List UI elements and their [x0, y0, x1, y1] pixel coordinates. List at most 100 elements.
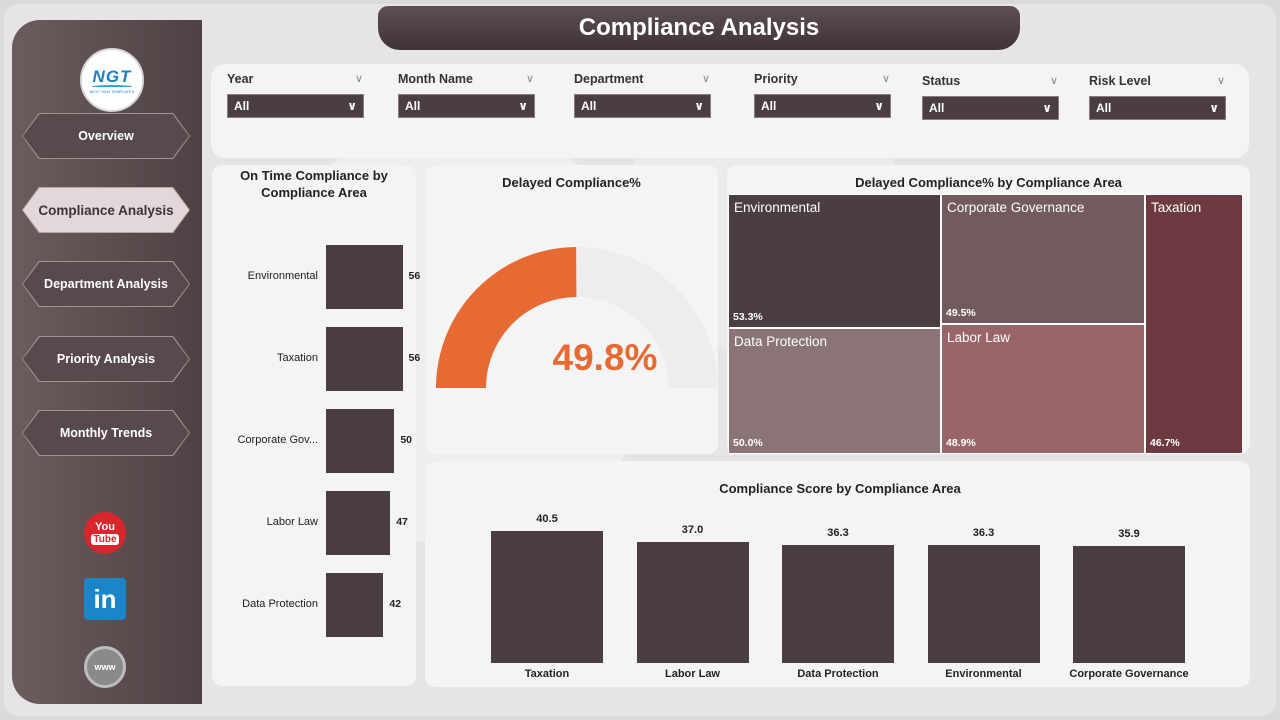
hbar-value-label: 42: [389, 598, 402, 610]
hbar-value-label: 56: [408, 352, 421, 364]
website-icon-text: www: [94, 662, 116, 672]
vbar-bar[interactable]: [636, 542, 749, 663]
chevron-down-icon: ∨: [518, 99, 528, 113]
nav-compliance-analysis[interactable]: Compliance Analysis: [22, 187, 190, 233]
gauge-fill: [436, 247, 577, 388]
treemap-cell-taxation[interactable]: Taxation 46.7%: [1145, 194, 1243, 454]
vbar-value-label: 37.0: [681, 524, 704, 537]
brand-logo: NGT NEXT GEN TEMPLATES: [80, 48, 144, 112]
vbar-bar[interactable]: [1073, 545, 1185, 663]
vbar-bar[interactable]: [491, 530, 603, 663]
delayed-compliance-gauge: [436, 247, 718, 388]
filter-year-label: Year: [227, 72, 254, 86]
hbar-bar[interactable]: [326, 245, 403, 309]
vbar-value-label: 36.3: [972, 526, 995, 539]
page-title: Compliance Analysis: [378, 6, 1020, 50]
chevron-down-icon: ∨: [694, 99, 704, 113]
youtube-icon-bottom: Tube: [91, 533, 119, 545]
filter-department-value: All: [581, 99, 597, 113]
vbar-category-label: Corporate Governance: [1069, 668, 1189, 680]
nav-overview-label: Overview: [23, 114, 189, 158]
hbar-category-label: Environmental: [247, 270, 318, 282]
chevron-down-icon[interactable]: ∨: [525, 73, 534, 85]
logo-text: NGT: [92, 66, 132, 86]
gauge-value: 49.8%: [552, 337, 658, 378]
nav-overview[interactable]: Overview: [22, 113, 190, 159]
filter-status-label: Status: [922, 74, 961, 88]
hbar-value-label: 50: [400, 434, 413, 446]
on-time-title-line2: Compliance Area: [261, 185, 367, 200]
filter-department-select[interactable]: All ∨: [574, 94, 711, 118]
treemap-cell-corporate-governance[interactable]: Corporate Governance 49.5%: [941, 194, 1145, 324]
chevron-down-icon[interactable]: ∨: [1216, 75, 1225, 87]
vbar-category-label: Labor Law: [664, 668, 720, 680]
vbar-value-label: 40.5: [536, 512, 558, 525]
filter-priority-label: Priority: [754, 72, 798, 86]
filter-risk-level: Risk Level ∨ All ∨: [1089, 74, 1229, 120]
treemap-cell-labor-law[interactable]: Labor Law 48.9%: [941, 324, 1145, 454]
filter-month-name-label: Month Name: [398, 72, 473, 86]
chevron-down-icon: ∨: [874, 99, 884, 113]
filter-year-select[interactable]: All ∨: [227, 94, 364, 118]
nav-priority-analysis[interactable]: Priority Analysis: [22, 336, 190, 382]
website-icon[interactable]: www: [84, 646, 126, 688]
filter-priority-select[interactable]: All ∨: [754, 94, 891, 118]
nav-monthly-trends[interactable]: Monthly Trends: [22, 410, 190, 456]
filter-department-label: Department: [574, 72, 644, 86]
delayed-compliance-card: Delayed Compliance% 49.8%: [425, 165, 718, 454]
compliance-score-title: Compliance Score by Compliance Area: [719, 481, 961, 496]
hbar-category-label: Taxation: [277, 352, 318, 364]
treemap-value: 49.5%: [946, 307, 976, 319]
hbar-category-label: Corporate Gov...: [237, 434, 319, 446]
filter-risk-level-label: Risk Level: [1089, 74, 1151, 88]
treemap-card: Delayed Compliance% by Compliance Area E…: [727, 165, 1250, 454]
treemap-value: 48.9%: [946, 437, 976, 449]
chevron-down-icon[interactable]: ∨: [701, 73, 710, 85]
hbar-value-label: 56: [408, 270, 421, 282]
hbar-category-label: Labor Law: [266, 516, 318, 528]
filter-month-name-value: All: [405, 99, 421, 113]
filter-month-name-select[interactable]: All ∨: [398, 94, 535, 118]
treemap-cell-environmental[interactable]: Environmental 53.3%: [728, 194, 941, 328]
filter-priority-value: All: [761, 99, 777, 113]
chevron-down-icon[interactable]: ∨: [1049, 75, 1058, 87]
vbar-bar[interactable]: [782, 544, 894, 663]
chevron-down-icon: ∨: [347, 99, 357, 113]
filter-risk-level-select[interactable]: All ∨: [1089, 96, 1226, 120]
nav-department-analysis[interactable]: Department Analysis: [22, 261, 190, 307]
nav-priority-analysis-label: Priority Analysis: [23, 337, 189, 381]
filter-month-name: Month Name ∨ All ∨: [398, 72, 538, 118]
youtube-icon[interactable]: You Tube: [84, 512, 126, 554]
treemap-title: Delayed Compliance% by Compliance Area: [855, 175, 1122, 190]
on-time-title-line1: On Time Compliance by: [240, 168, 388, 183]
vbar-value-label: 35.9: [1118, 527, 1140, 540]
linkedin-icon-text: in: [93, 583, 117, 614]
hbar-bar[interactable]: [326, 409, 395, 473]
filter-year-value: All: [234, 99, 250, 113]
nav-compliance-analysis-label: Compliance Analysis: [23, 188, 189, 232]
treemap-label: Corporate Governance: [947, 200, 1085, 215]
chevron-down-icon[interactable]: ∨: [881, 73, 890, 85]
linkedin-icon[interactable]: in: [84, 578, 126, 620]
treemap-label: Taxation: [1151, 200, 1202, 215]
filter-panel: Year ∨ All ∨ Month Name ∨ All ∨ Department ∨ …: [211, 64, 1249, 158]
treemap-value: 46.7%: [1150, 437, 1180, 449]
page-title-text: Compliance Analysis: [578, 14, 820, 41]
vbar-category-label: Data Protection: [797, 668, 879, 680]
filter-status: Status ∨ All ∨: [922, 74, 1062, 120]
hbar-bar[interactable]: [326, 327, 403, 391]
compliance-score-card: Compliance Score by Compliance Area 40.5…: [425, 461, 1250, 687]
hbar-bar[interactable]: [326, 491, 391, 555]
vbar-category-label: Environmental: [945, 668, 1022, 680]
filter-department: Department ∨ All ∨: [574, 72, 714, 118]
vbar-bar[interactable]: [927, 544, 1040, 663]
filter-status-select[interactable]: All ∨: [922, 96, 1059, 120]
logo-subtext: NEXT GEN TEMPLATES: [89, 88, 135, 94]
chevron-down-icon[interactable]: ∨: [354, 73, 363, 85]
treemap-label: Data Protection: [734, 334, 828, 349]
treemap-value: 50.0%: [733, 437, 763, 449]
nav-department-analysis-label: Department Analysis: [23, 262, 189, 306]
treemap-cell-data-protection[interactable]: Data Protection 50.0%: [728, 328, 941, 454]
hbar-bar[interactable]: [326, 573, 384, 637]
gauge-track: [576, 247, 718, 388]
